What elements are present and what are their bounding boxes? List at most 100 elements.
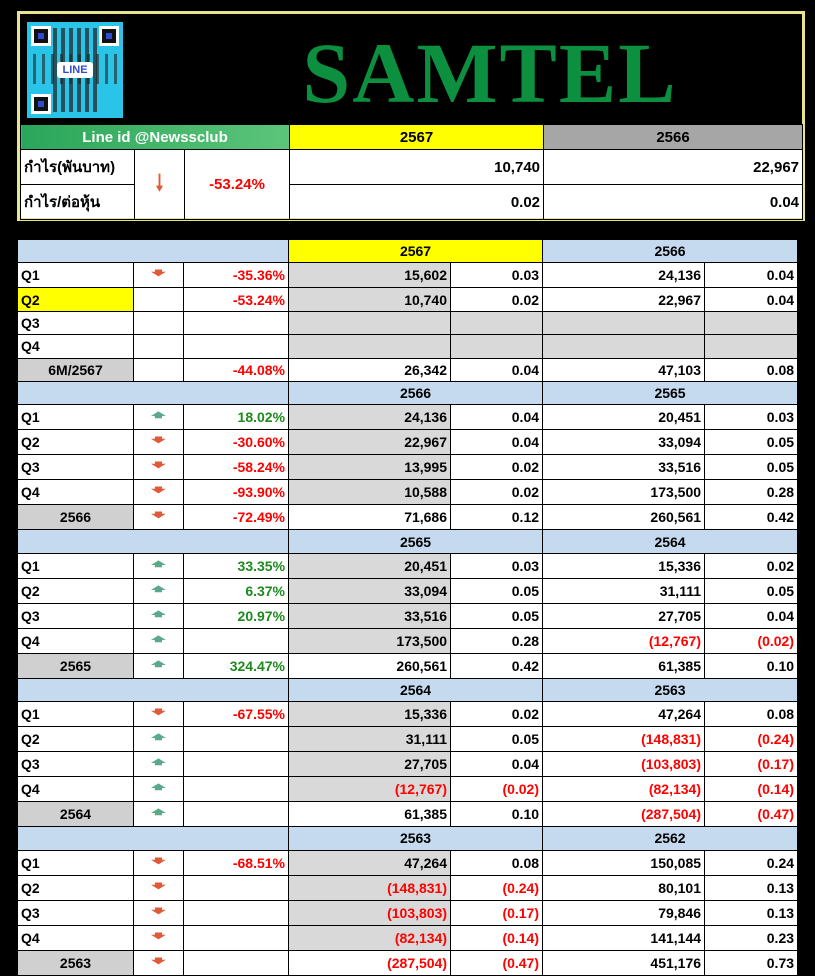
section-header-blank [16,529,290,554]
quarter-label: Q1 [17,262,134,289]
eps-b: 0.02 [704,552,799,579]
arrow-down-icon: 🡃 [133,899,184,926]
eps-a: (0.24) [450,874,544,901]
summary-table: Line id @Newssclub 2567 2566 กำไร(พันบาท… [19,124,804,220]
eps-b: (0.47) [704,801,799,828]
profit-a: 27,705 [288,751,452,778]
profit-b: 80,101 [542,874,706,901]
section-header-row: 2564 2563 [16,677,799,703]
summary-change-pct: -53.24% [183,149,291,220]
summary-year-current: 2567 [289,124,545,150]
section-header-row: 2567 2566 [16,238,799,264]
total-label: 2564 [17,801,134,828]
total-label: 2566 [17,504,134,531]
arrow-down-icon: 🡃 [133,504,184,531]
section-header-blank [16,826,290,851]
profit-b: 33,094 [542,429,706,456]
arrow-up-icon: 🡁 [133,726,184,753]
quarter-label: Q1 [17,701,134,728]
profit-a: 15,336 [288,701,452,728]
arrow-up-icon: 🡁 [133,627,184,654]
profit-a: 33,516 [288,602,452,629]
quarter-label: Q2 [17,429,134,456]
qr-code-icon[interactable]: LINE [27,22,123,118]
total-row: 2565 🡁 324.47% 260,561 0.42 61,385 0.10 [17,652,799,679]
quarter-label: Q4 [17,479,134,506]
line-id-label[interactable]: Line id @Newssclub [19,124,291,150]
eps-a: (0.47) [450,949,544,976]
profit-a: (287,504) [288,949,452,976]
quarter-row: Q1 🡁 18.02% 24,136 0.04 20,451 0.03 [17,404,799,431]
eps-b: (0.24) [704,726,799,753]
profit-b: 27,705 [542,602,706,629]
arrow-down-icon: 🠓 [134,149,185,220]
change-pct [182,776,290,803]
eps-a: 0.03 [450,552,544,579]
header-panel: LINE SAMTEL Line id @Newssclub 2567 2566… [17,11,805,221]
section-year-b: 2564 [542,529,799,554]
arrow-down-icon: 🡃 [133,429,184,456]
profit-b: (148,831) [542,726,706,753]
quarter-label: Q4 [17,627,134,654]
quarter-row: Q3 [17,310,799,336]
profit-b: 173,500 [542,479,706,506]
eps-a: (0.02) [450,776,544,803]
eps-a: 0.05 [450,577,544,604]
profit-b: 24,136 [542,262,706,289]
arrow-empty [133,357,184,382]
quarter-row: Q2 🡁 6.37% 33,094 0.05 31,111 0.05 [17,577,799,604]
change-pct [182,899,290,926]
quarter-row: Q3 🡃 (103,803) (0.17) 79,846 0.13 [17,899,799,926]
profit-a: (82,134) [288,924,452,951]
arrow-down-icon: 🡃 [133,262,184,289]
section-year-b: 2562 [542,826,799,851]
eps-b [704,334,799,359]
arrow-down-icon: 🡃 [133,949,184,976]
change-pct: -67.55% [182,701,290,728]
section-header-row: 2563 2562 [16,826,799,851]
quarter-row: Q1 🡃 -35.36% 15,602 0.03 24,136 0.04 [17,262,799,289]
change-pct: -68.51% [182,849,290,876]
arrow-up-icon: 🡁 [133,801,184,828]
quarter-label: Q3 [17,454,134,481]
arrow-empty [133,310,184,336]
quarter-label: Q4 [17,334,134,359]
profit-a: 20,451 [288,552,452,579]
profit-b: 47,103 [542,357,706,382]
quarter-row: Q3 🡃 -58.24% 13,995 0.02 33,516 0.05 [17,454,799,481]
eps-b: 0.13 [704,899,799,926]
quarter-label: Q3 [17,751,134,778]
summary-year-prev: 2566 [543,124,804,150]
brand-title: SAMTEL [302,25,678,121]
section-header-blank [16,380,290,406]
qr-finder-icon [31,26,51,46]
arrow-up-icon: 🡁 [133,652,184,679]
profit-b: 33,516 [542,454,706,481]
arrow-up-icon: 🡁 [133,577,184,604]
change-pct: -35.36% [182,262,290,289]
eps-a: 0.03 [450,262,544,289]
eps-a: 0.02 [450,701,544,728]
quarter-label: Q4 [17,924,134,951]
eps-a: 0.02 [450,479,544,506]
eps-b: 0.08 [704,357,799,382]
eps-b: (0.17) [704,751,799,778]
profit-b: 150,085 [542,849,706,876]
profit-a [288,334,452,359]
quarter-row: Q3 🡁 20.97% 33,516 0.05 27,705 0.04 [17,602,799,629]
profit-b: (82,134) [542,776,706,803]
profit-a: 24,136 [288,404,452,431]
quarter-row: Q4 🡁 (12,767) (0.02) (82,134) (0.14) [17,776,799,803]
profit-a: (148,831) [288,874,452,901]
quarter-row: Q3 🡁 27,705 0.04 (103,803) (0.17) [17,751,799,778]
eps-b: 0.05 [704,577,799,604]
change-pct: -93.90% [182,479,290,506]
summary-profit-current: 10,740 [289,149,545,185]
section-year-a: 2563 [288,826,544,851]
profit-b [542,334,706,359]
profit-b: 79,846 [542,899,706,926]
profit-a: 31,111 [288,726,452,753]
change-pct: 33.35% [182,552,290,579]
quarter-row: Q1 🡁 33.35% 20,451 0.03 15,336 0.02 [17,552,799,579]
change-pct [182,334,290,359]
